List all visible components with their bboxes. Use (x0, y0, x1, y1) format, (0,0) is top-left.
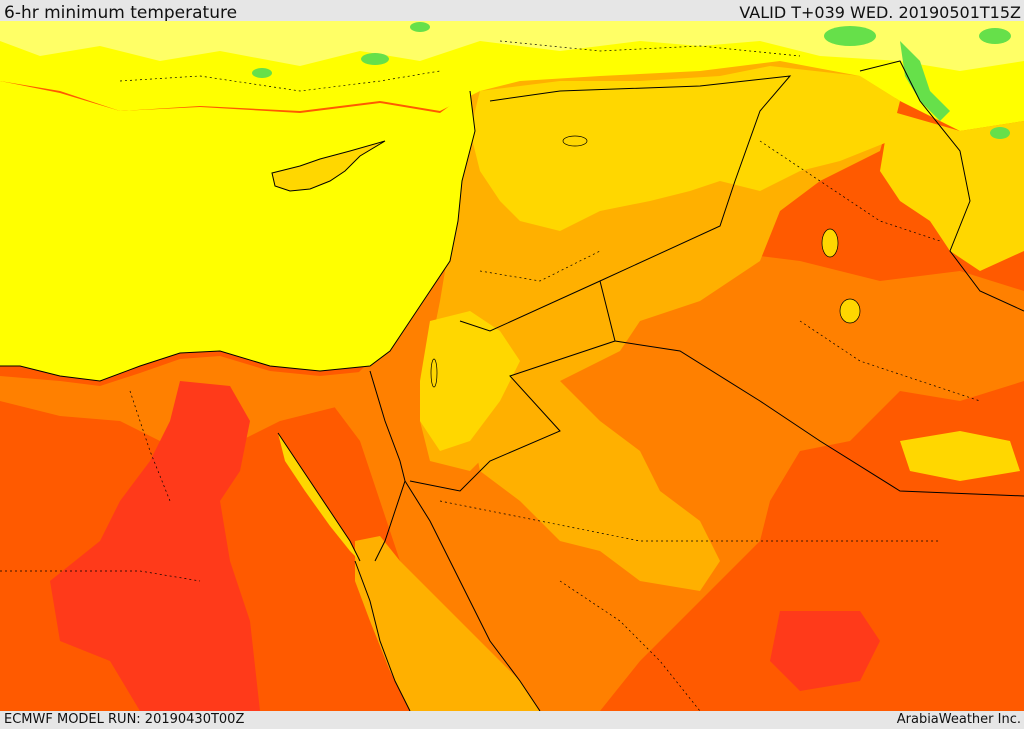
border-zagros (859, 60, 1024, 312)
valid-time-label: VALID T+039 WED. 20190501T15Z (739, 3, 1021, 22)
field-light-yellow-turkey (0, 21, 1024, 71)
lake-tharthar (821, 228, 839, 258)
coast-red-sea-west (354, 560, 411, 711)
map-footer: ECMWF MODEL RUN: 20190430T00Z ArabiaWeat… (0, 711, 1024, 729)
boundary-jordan-1 (479, 250, 601, 282)
field-green-spot-5 (252, 68, 272, 78)
boundary-saudi-1 (439, 500, 940, 542)
border-iraq-saudi (614, 340, 1024, 497)
cyprus-outline (271, 140, 386, 192)
red-sea (355, 536, 540, 711)
borders (0, 60, 1024, 711)
field-green-spot-4 (361, 53, 389, 65)
credit-label: ArabiaWeather Inc. (896, 712, 1021, 727)
border-egypt-israel (369, 370, 406, 482)
coast-sinai-east (374, 480, 406, 562)
border-syria-iraq (459, 75, 792, 332)
lake-razazza (839, 298, 861, 324)
field-green-zagros (900, 41, 950, 121)
field-gold-jordan (420, 311, 520, 451)
dead-sea (430, 358, 438, 388)
cyprus (272, 141, 385, 191)
boundary-egypt-2 (129, 390, 171, 502)
field-red-arabia (770, 611, 880, 691)
map-header: 6-hr minimum temperature VALID T+039 WED… (0, 0, 1024, 23)
boundary-egypt-1 (0, 570, 201, 582)
field-red-nile (50, 381, 260, 711)
gulf-of-suez (278, 433, 360, 561)
field-gold-iraq (900, 431, 1020, 481)
coastline-levant (0, 90, 476, 382)
lake-assad (562, 135, 588, 147)
field-green-spot-1 (824, 26, 876, 46)
field-green-spot-2 (979, 28, 1011, 44)
boundary-iraq-1 (759, 140, 941, 242)
boundary-iraq-2 (799, 320, 981, 402)
field-green-spot-3 (410, 22, 430, 32)
field-gold-east (880, 111, 1024, 271)
map-title: 6-hr minimum temperature (4, 3, 238, 23)
field-gold-syria (470, 66, 900, 231)
temperature-map (0, 21, 1024, 711)
field-green-spot-6 (990, 127, 1010, 139)
boundary-turkey-1 (119, 70, 441, 92)
coast-red-sea-east (404, 480, 541, 711)
model-run-label: ECMWF MODEL RUN: 20190430T00Z (4, 712, 245, 727)
admin-boundaries (0, 40, 981, 711)
field-orange-arabia (470, 351, 720, 591)
boundary-saudi-2 (559, 580, 701, 711)
coast-sinai-west (277, 432, 361, 562)
boundary-turkey-2 (499, 40, 801, 57)
